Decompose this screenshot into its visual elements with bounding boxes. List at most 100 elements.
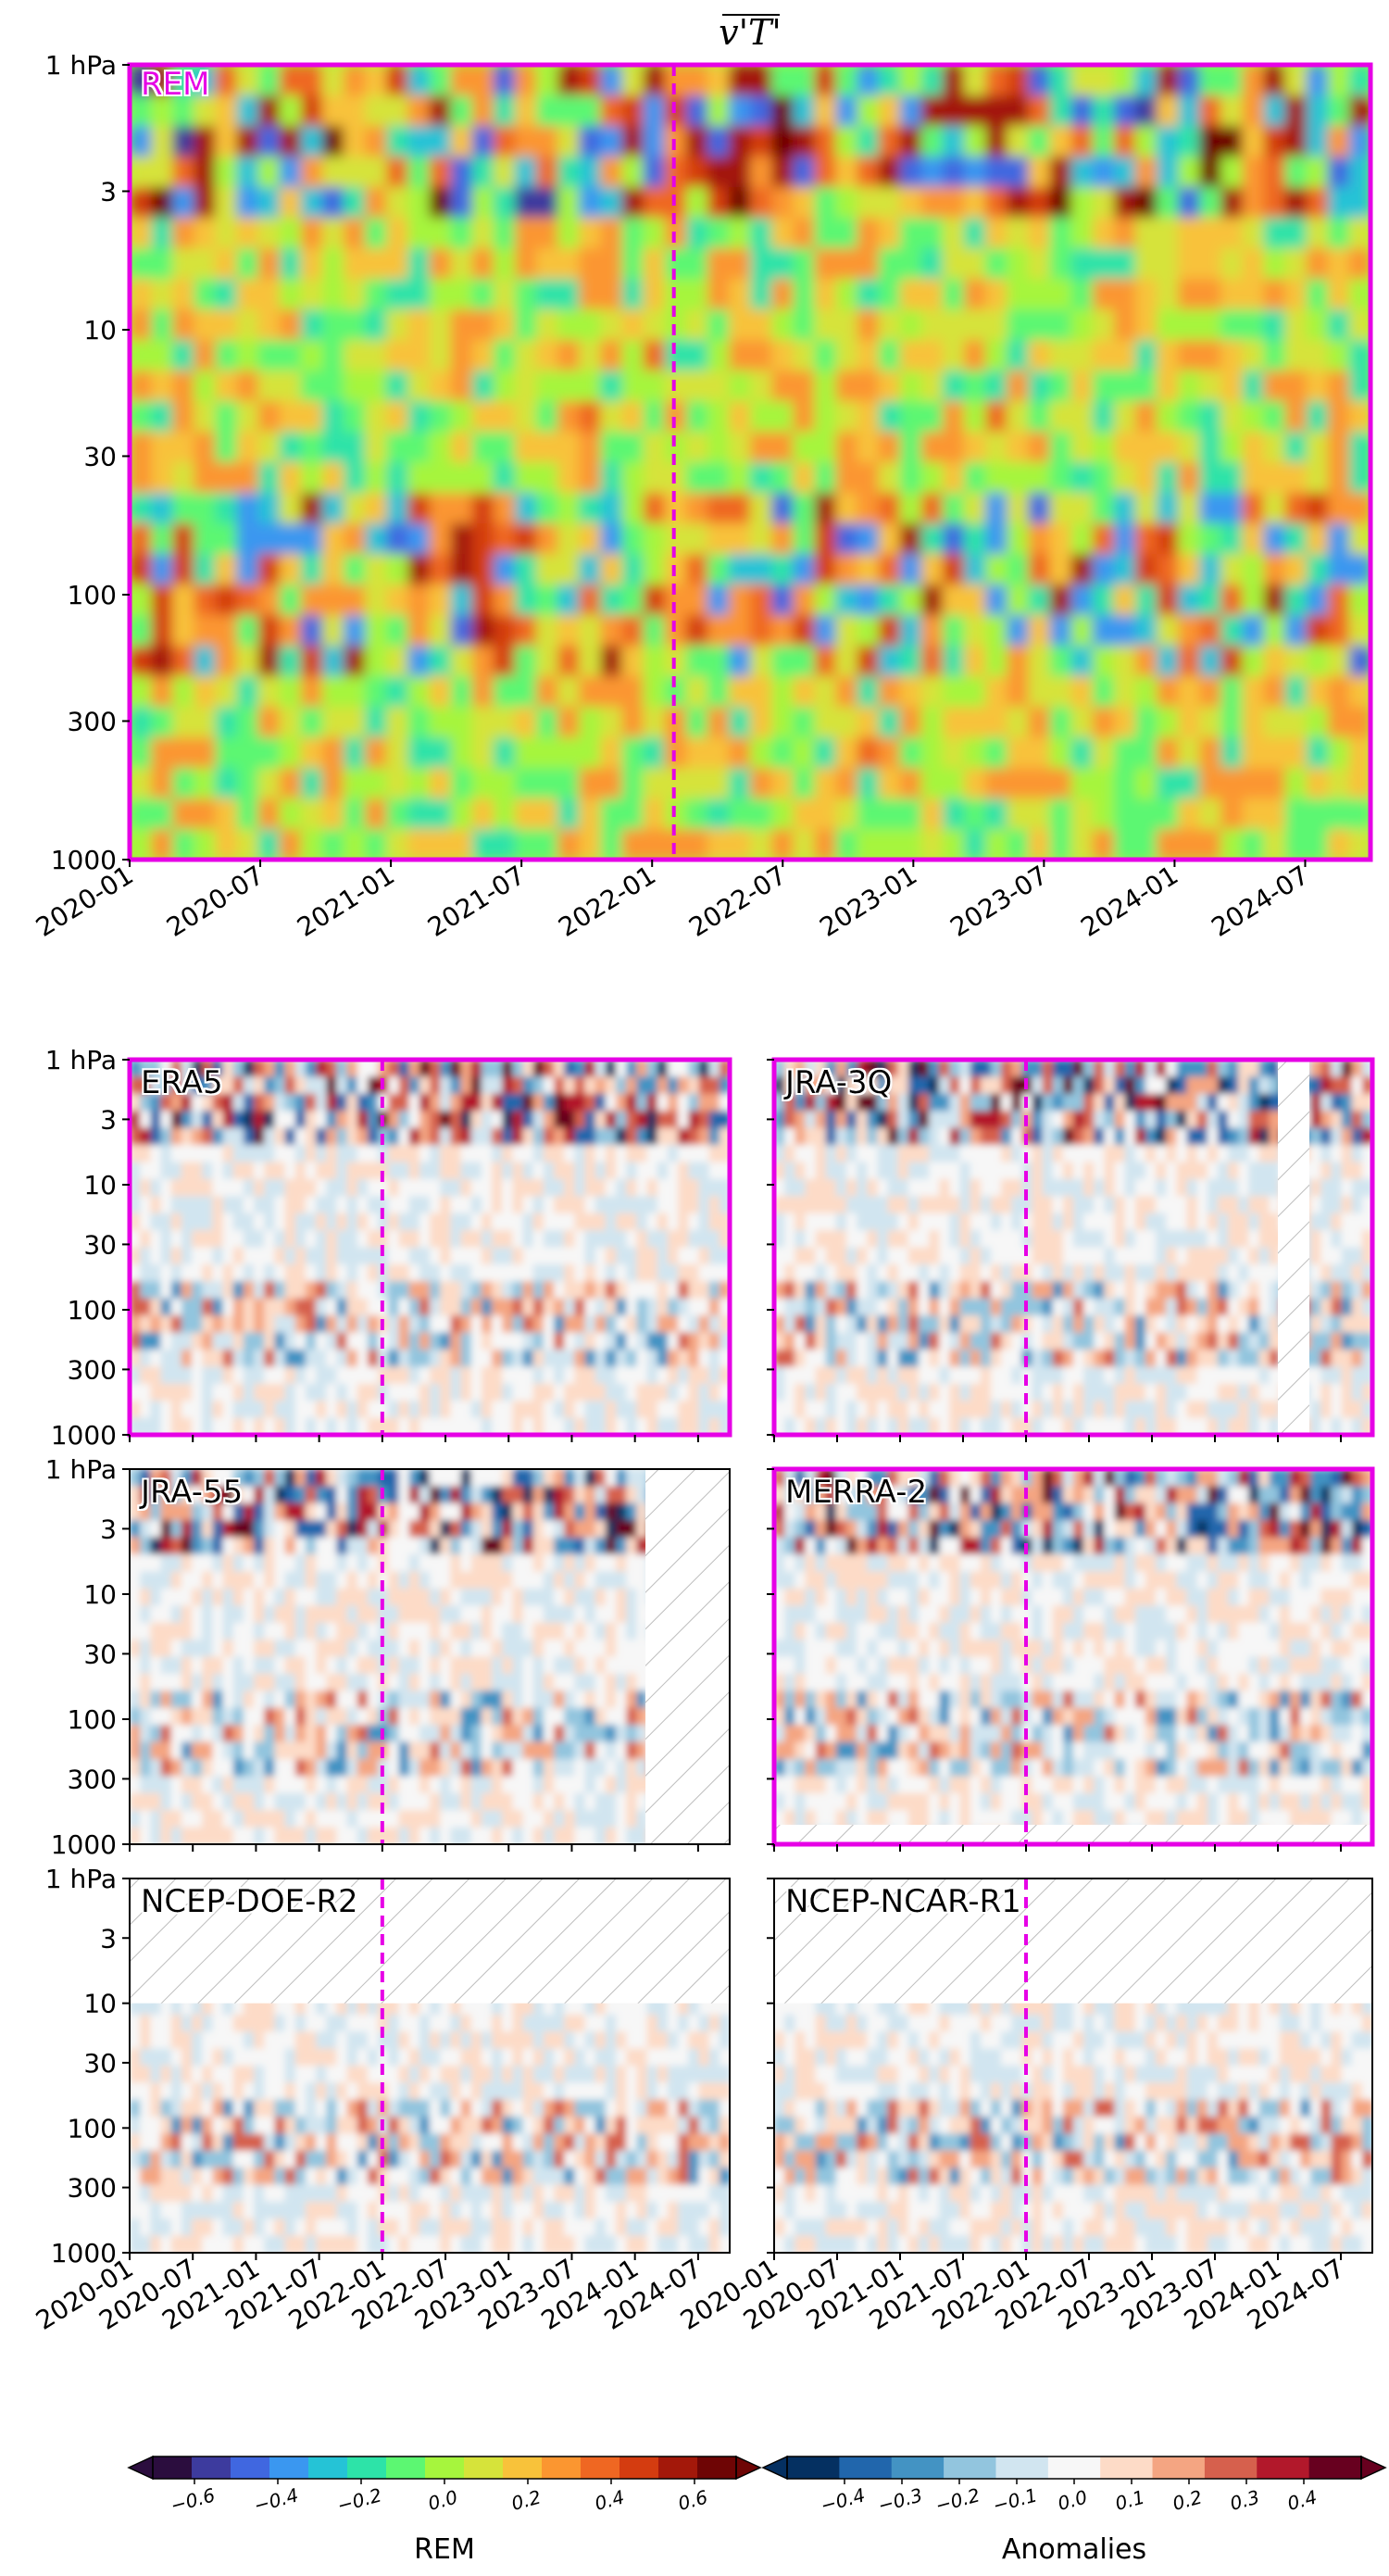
colorbar-swatch (839, 2457, 893, 2479)
y-tick-label: 30 (83, 1639, 117, 1669)
panel-jra-55: JRA-55 1 hPa 3 10 30 100 300 1000 (45, 1454, 731, 1860)
colorbar-tick-label: 0.2 (509, 2486, 544, 2515)
colorbar-label: REM (414, 2533, 475, 2566)
colorbar-swatch (503, 2457, 543, 2479)
y-tick-label: 100 (68, 580, 117, 610)
colorbar-anomalies: −0.4 −0.3 −0.2 −0.1 0.0 0.1 0.2 0.3 0.4 Anomalies (761, 2455, 1387, 2566)
colorbar-swatch (153, 2457, 193, 2479)
colorbar-swatch (347, 2457, 387, 2479)
heatmap-field (130, 1879, 730, 2253)
colorbar-swatch (995, 2457, 1049, 2479)
panel-label: MERRA-2 (785, 1474, 927, 1511)
x-tick-label: 2024-07 (1206, 860, 1314, 943)
y-tick-label: 3 (100, 1514, 117, 1544)
colorbar-swatch (619, 2457, 659, 2479)
x-tick-label: 2020-07 (161, 860, 269, 943)
panel-label: JRA-3Q (783, 1064, 892, 1101)
panel-label: ERA5 (141, 1064, 223, 1101)
colorbar-tick-label: −0.3 (876, 2483, 925, 2517)
x-tick-label: 2023-07 (945, 860, 1053, 943)
y-tick-label: 1 hPa (45, 50, 117, 81)
colorbar-tick-label: 0.4 (593, 2486, 627, 2515)
missing-data-hatch (645, 1469, 730, 1844)
colorbar-extend-min (127, 2455, 154, 2481)
y-tick-label: 1000 (51, 845, 117, 875)
colorbar-extend-max (735, 2455, 762, 2481)
y-tick-label: 1 hPa (45, 1864, 117, 1894)
panel-jra-3q: JRA-3Q (767, 1057, 1375, 1442)
x-tick-label: 2023-01 (814, 860, 922, 943)
colorbar-swatch (1257, 2457, 1310, 2479)
panel-label: NCEP-NCAR-R1 (785, 1883, 1021, 1920)
y-tick-label: 3 (100, 176, 117, 207)
y-tick-label: 10 (83, 315, 117, 346)
colorbar-swatch (269, 2457, 309, 2479)
x-tick-label: 2021-07 (422, 860, 531, 943)
panel-frame (129, 1878, 731, 2254)
y-tick-label: 10 (83, 1170, 117, 1200)
colorbar-extend-max (1360, 2455, 1387, 2481)
y-tick-label: 100 (68, 1704, 117, 1735)
colorbar-tick-label: −0.2 (933, 2483, 982, 2517)
colorbar-swatch (697, 2457, 737, 2479)
y-tick-label: 1 hPa (45, 1454, 117, 1485)
colorbar-label: Anomalies (1002, 2533, 1146, 2566)
colorbar-tick-label: 0.6 (676, 2486, 710, 2515)
colorbar-swatch (658, 2457, 698, 2479)
heatmap-field (774, 1060, 1372, 1435)
colorbar-swatch (1152, 2457, 1206, 2479)
colorbar-swatch (1308, 2457, 1362, 2479)
y-tick-label: 1000 (51, 1420, 117, 1451)
y-tick-label: 10 (83, 1579, 117, 1610)
heatmap-field (774, 1879, 1372, 2253)
colorbar-swatch (581, 2457, 620, 2479)
colorbar-tick-label: 0.0 (426, 2486, 460, 2515)
y-tick-label: 30 (83, 2048, 117, 2079)
y-tick-label: 30 (83, 1229, 117, 1260)
colorbar-tick-label: 0.3 (1228, 2486, 1262, 2515)
y-tick-label: 300 (68, 706, 117, 736)
panel-frame (773, 1878, 1373, 2254)
y-tick-label: 300 (68, 2173, 117, 2204)
y-tick-label: 10 (83, 1989, 117, 2019)
highlight-frame (771, 1057, 1375, 1438)
panel-label: NCEP-DOE-R2 (141, 1883, 358, 1920)
colorbar-rem: −0.6 −0.4 −0.2 0.0 0.2 0.4 0.6 REM (127, 2455, 762, 2566)
highlight-frame (127, 1057, 732, 1438)
y-tick-label: 1 hPa (45, 1045, 117, 1075)
colorbar-tick-label: 0.0 (1056, 2486, 1090, 2515)
colorbar-swatch (308, 2457, 348, 2479)
missing-data-hatch (774, 1879, 1372, 2004)
y-tick-label: 100 (68, 2113, 117, 2143)
highlight-frame (771, 1466, 1375, 1847)
y-tick-label: 300 (68, 1764, 117, 1794)
colorbar-swatch (944, 2457, 996, 2479)
y-tick-label: 3 (100, 1104, 117, 1135)
missing-data-hatch (1278, 1060, 1309, 1435)
y-tick-label: 1000 (51, 1829, 117, 1860)
colorbar-swatch (891, 2457, 945, 2479)
y-tick-label: 1000 (51, 2238, 117, 2268)
panel-ncep-ncar-r1: NCEP-NCAR-R12020-012020-072021-012021-07… (675, 1878, 1373, 2336)
colorbar-tick-label: 0.1 (1113, 2486, 1147, 2515)
panel-ncep-doe-r2: NCEP-DOE-R21 hPa3103010030010002020-0120… (31, 1864, 731, 2336)
missing-data-hatch (774, 1825, 1372, 1844)
colorbar-swatch (464, 2457, 504, 2479)
x-tick-label: 2022-01 (553, 860, 661, 943)
panel-label: REM (141, 66, 209, 103)
colorbar-tick-label: −0.4 (252, 2483, 301, 2517)
panel-frame (129, 1468, 731, 1845)
heatmap-field (130, 1469, 730, 1844)
x-tick-label: 2022-07 (683, 860, 792, 943)
colorbar-swatch (1100, 2457, 1154, 2479)
colorbar-tick-label: −0.2 (335, 2483, 384, 2517)
heatmap-field (774, 1469, 1372, 1844)
colorbar-tick-label: −0.6 (169, 2483, 218, 2517)
y-tick-label: 3 (100, 1923, 117, 1954)
x-tick-label: 2021-01 (292, 860, 400, 943)
figure-title: v'T' (719, 12, 782, 53)
panel-merra-2: MERRA-2 (767, 1466, 1375, 1852)
